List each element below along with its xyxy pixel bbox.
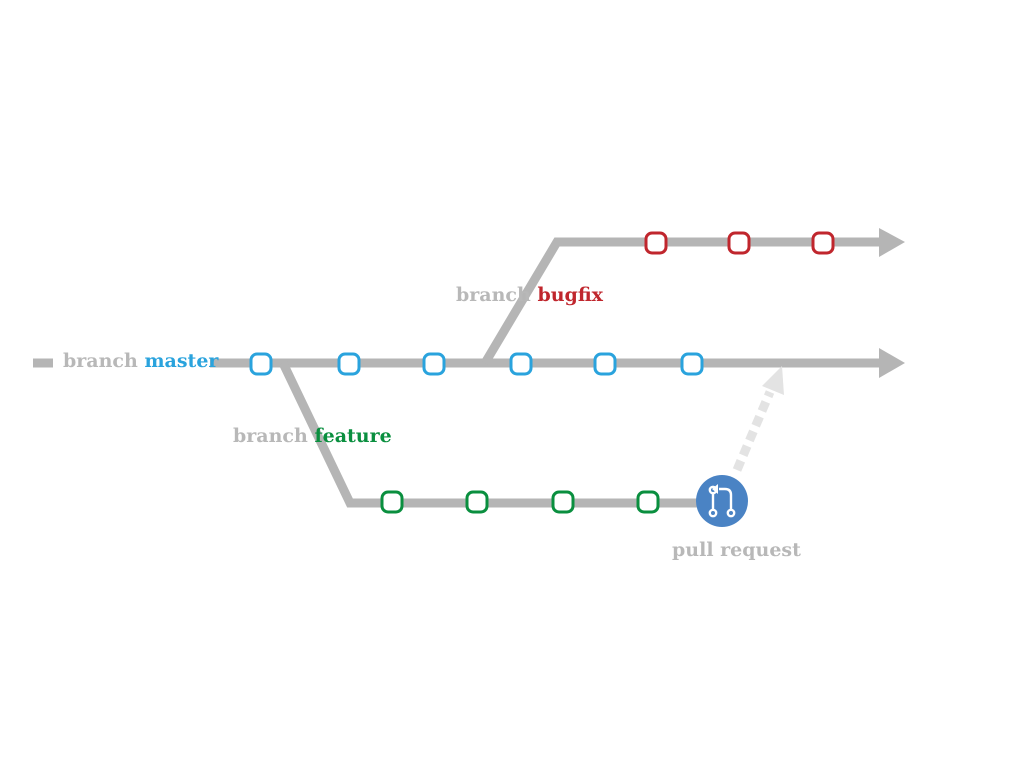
merge-arrow [732,366,784,472]
feature-branch-name: feature [314,425,391,447]
master-commits [249,352,704,376]
bugfix-line [481,237,882,366]
bugfix-commit-node[interactable] [811,231,835,255]
feature-branch-label: branch feature [233,425,392,447]
feature-branch [278,361,700,508]
feature-commit-node[interactable] [636,490,660,514]
feature-commit-node[interactable] [465,490,489,514]
master-commit-node[interactable] [509,352,533,376]
master-commit-node[interactable] [249,352,273,376]
feature-line [278,361,700,508]
master-branch [33,348,905,378]
master-branch-name: master [144,350,219,372]
master-commit-node[interactable] [680,352,704,376]
master-commit-node[interactable] [422,352,446,376]
master-branch-label: branch master [63,350,219,372]
master-commit-node[interactable] [337,352,361,376]
feature-commits [380,490,660,514]
pull-request-label: pull request [672,539,801,561]
feature-commit-node[interactable] [551,490,575,514]
feature-commit-node[interactable] [380,490,404,514]
bugfix-branch-name: bugfix [537,284,603,306]
bugfix-arrowhead [879,228,905,257]
bugfix-branch-label: branch bugfix [456,284,604,306]
master-commit-node[interactable] [593,352,617,376]
bugfix-commits [644,231,835,255]
bugfix-commit-node[interactable] [727,231,751,255]
pull-request-icon-background[interactable] [696,475,748,527]
bugfix-branch [481,228,905,366]
git-pull-request-icon[interactable] [696,475,748,527]
master-arrowhead [879,348,905,378]
merge-arrow-dashes [732,390,775,472]
merge-arrowhead [762,366,784,395]
bugfix-commit-node[interactable] [644,231,668,255]
